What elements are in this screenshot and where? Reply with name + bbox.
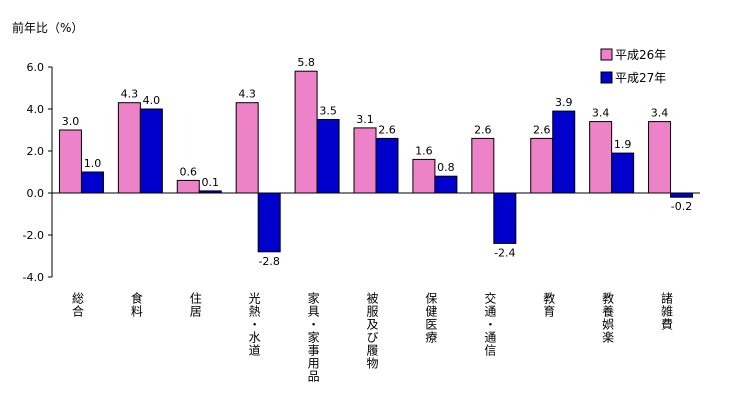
y-tick-label: 0.0 xyxy=(27,187,45,200)
value-label: 5.8 xyxy=(297,56,315,69)
legend-swatch xyxy=(600,48,613,61)
y-axis: -4.0 -2.0 0.0 2.0 4.0 6.0 xyxy=(23,61,53,284)
value-label: 3.4 xyxy=(651,107,669,120)
bar xyxy=(294,70,318,194)
value-label: 2.6 xyxy=(533,123,551,136)
value-labels: 3.0 4.3 0.6 4.3 5.8 3.1 1.6 2.6 2.6 3.4 3.4 1.0 4.0 0… xyxy=(62,56,693,268)
category-label: 教育 xyxy=(542,291,556,318)
value-label: 4.3 xyxy=(238,88,256,101)
bar xyxy=(117,102,141,194)
value-label: 2.6 xyxy=(474,123,492,136)
category-label: 光熱・水道 xyxy=(247,292,261,357)
bar xyxy=(375,137,399,194)
value-label: 4.3 xyxy=(121,88,139,101)
bar xyxy=(257,192,281,253)
value-label: 1.0 xyxy=(84,157,102,170)
category-label: 総合 xyxy=(70,292,84,318)
y-tick-label: 6.0 xyxy=(27,61,45,74)
value-label: 3.1 xyxy=(356,113,374,126)
legend-label: 平成27年 xyxy=(615,71,666,85)
bar xyxy=(648,121,672,194)
category-label: 住居 xyxy=(188,292,202,318)
y-tick-label: 4.0 xyxy=(27,103,45,116)
bar xyxy=(552,110,576,194)
bar xyxy=(139,108,163,194)
value-label: 3.5 xyxy=(319,105,337,118)
bar xyxy=(530,137,554,194)
category-label: 家具・家事用品 xyxy=(306,291,320,383)
category-label: 交通・通信 xyxy=(483,291,497,357)
bar xyxy=(412,158,436,194)
legend-swatch xyxy=(600,71,613,84)
value-label: -2.4 xyxy=(494,246,515,259)
value-label: 3.9 xyxy=(555,96,573,109)
legend-label: 平成26年 xyxy=(615,48,666,62)
value-label: 1.9 xyxy=(614,138,632,151)
value-label: -0.2 xyxy=(671,200,692,213)
x-axis: 総合 食料 住居 光熱・水道 家具・家事用品 被服及び履物 保健医療 交通・通信 教育 教養娯楽 諸… xyxy=(52,192,700,383)
category-label: 諸雑費 xyxy=(660,291,674,331)
bar xyxy=(589,121,613,194)
y-tick-label: -4.0 xyxy=(23,271,44,284)
value-label: 1.6 xyxy=(415,144,433,157)
value-label: 0.6 xyxy=(180,165,198,178)
bar xyxy=(176,179,200,194)
y-tick-label: 2.0 xyxy=(27,145,45,158)
value-label: 0.8 xyxy=(437,161,455,174)
bar xyxy=(80,171,104,194)
value-label: 4.0 xyxy=(143,94,161,107)
bar xyxy=(353,127,377,194)
bar xyxy=(434,175,458,194)
bar xyxy=(611,152,635,194)
category-label: 被服及び履物 xyxy=(365,292,379,370)
bar xyxy=(235,102,259,194)
category-label: 食料 xyxy=(129,291,143,318)
value-label: 3.4 xyxy=(592,107,610,120)
bars xyxy=(58,70,694,253)
bar xyxy=(493,192,517,244)
value-label: 2.6 xyxy=(378,123,396,136)
value-label: -2.8 xyxy=(258,255,279,268)
category-label: 保健医療 xyxy=(424,292,438,344)
bar xyxy=(471,137,495,194)
bar xyxy=(670,192,694,198)
bar xyxy=(58,129,82,194)
bar xyxy=(316,119,340,194)
y-axis-label: 前年比（%） xyxy=(12,20,83,35)
category-label: 教養娯楽 xyxy=(601,291,615,344)
value-label: 3.0 xyxy=(62,115,80,128)
y-tick-label: -2.0 xyxy=(23,229,44,242)
value-label: 0.1 xyxy=(202,176,220,189)
